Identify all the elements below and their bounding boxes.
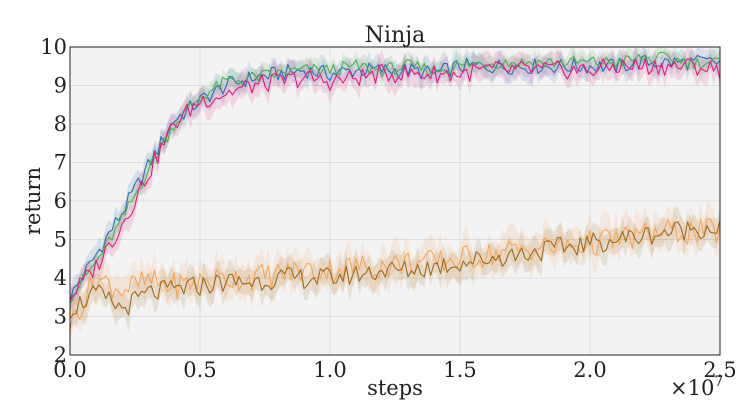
series-line	[69, 54, 721, 303]
series-line	[69, 51, 721, 304]
x-tick-label: 1.5	[443, 358, 476, 382]
x-tick-label: 0.0	[53, 358, 86, 382]
y-tick-label: 3	[54, 305, 67, 329]
x-tick-label: 0.5	[183, 358, 216, 382]
series-band	[70, 47, 720, 312]
plot-frame	[69, 46, 721, 356]
chart-title: Ninja	[365, 23, 425, 48]
x-tick-labels: 0.0 0.5 1.0 1.5 2.0 2.5	[53, 358, 736, 382]
x-axis-label: steps	[367, 376, 423, 400]
series-line	[69, 58, 721, 302]
x-offset-base: ×10	[670, 376, 714, 400]
y-tick-label: 2	[54, 343, 67, 367]
series-band	[70, 47, 720, 312]
y-tick-label: 6	[54, 189, 67, 213]
y-tick-label: 5	[54, 228, 67, 252]
y-tick-labels: 2 3 4 5 6 7 8 9 10	[40, 35, 67, 367]
x-offset-exponent: 7	[714, 374, 723, 390]
series-line	[69, 217, 721, 333]
y-tick-label: 8	[54, 112, 67, 136]
x-tick-label: 2.0	[573, 358, 606, 382]
series-line	[69, 220, 721, 319]
y-tick-label: 9	[54, 74, 67, 98]
x-offset-label: ×107	[670, 374, 723, 400]
series-band	[70, 202, 720, 353]
x-tick-label: 1.0	[313, 358, 346, 382]
x-tick-label: 2.5	[703, 358, 736, 382]
series-lines	[69, 51, 721, 333]
y-tick-label: 10	[40, 35, 67, 59]
y-axis-label: return	[21, 167, 45, 235]
y-tick-label: 4	[54, 266, 67, 290]
y-tick-label: 7	[54, 151, 67, 175]
